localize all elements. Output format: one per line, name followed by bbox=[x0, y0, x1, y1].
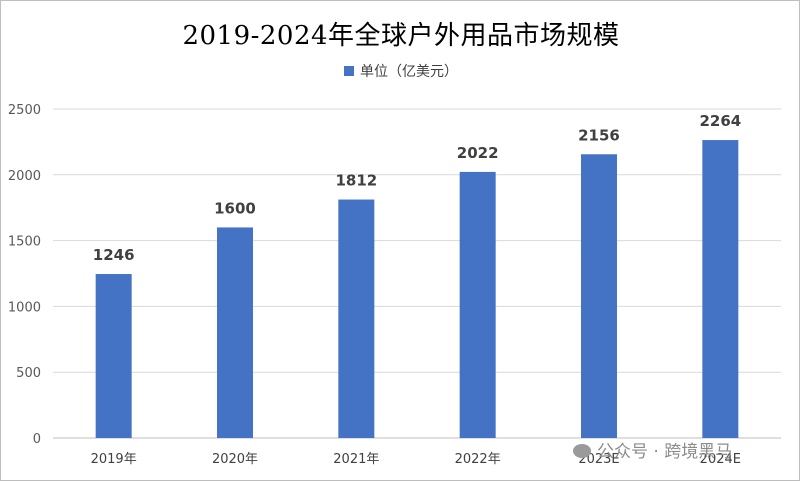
legend: 单位（亿美元） bbox=[1, 61, 800, 81]
x-tick-label: 2019年 bbox=[91, 452, 137, 467]
y-tick-label: 500 bbox=[16, 366, 41, 381]
data-label: 2156 bbox=[578, 126, 620, 144]
x-tick-label: 2021年 bbox=[333, 452, 379, 467]
chart-title: 2019-2024年全球户外用品市场规模 bbox=[182, 21, 620, 51]
x-tick-label: 2022年 bbox=[455, 452, 501, 467]
data-labels: 1246 1600 1812 2022 2156 2264 bbox=[93, 112, 741, 264]
y-tick-label: 1000 bbox=[8, 300, 41, 315]
y-tick-label: 2500 bbox=[8, 103, 41, 118]
bar bbox=[95, 274, 132, 438]
data-label: 2022 bbox=[457, 144, 499, 162]
x-tick-label: 2023E bbox=[578, 452, 619, 467]
y-tick-label: 1500 bbox=[8, 235, 41, 250]
bar bbox=[581, 154, 617, 439]
bar bbox=[459, 171, 496, 439]
grid-lines bbox=[53, 108, 781, 439]
data-label: 1812 bbox=[335, 172, 377, 190]
watermark: 公众号 · 跨境黑马 bbox=[573, 437, 732, 462]
y-tick-label: 0 bbox=[33, 432, 41, 447]
x-axis-tick-labels: 2019年 2020年 2021年 2022年 2023E 2024E bbox=[91, 452, 741, 467]
y-tick-label: 2000 bbox=[8, 169, 41, 184]
bars bbox=[95, 140, 739, 439]
bar bbox=[338, 199, 375, 438]
legend-swatch bbox=[344, 66, 354, 76]
y-axis-tick-labels: 0 500 1000 1500 2000 2500 bbox=[8, 103, 41, 447]
legend-label: 单位（亿美元） bbox=[360, 64, 458, 80]
bar bbox=[702, 140, 739, 438]
watermark-text: 公众号 · 跨境黑马 bbox=[597, 442, 733, 462]
data-label: 1600 bbox=[214, 199, 256, 217]
data-label: 1246 bbox=[93, 246, 135, 264]
x-tick-label: 2024E bbox=[700, 452, 741, 467]
bar bbox=[217, 227, 253, 438]
x-tick-label: 2020年 bbox=[212, 452, 258, 467]
data-label: 2264 bbox=[699, 112, 741, 130]
wechat-icon bbox=[573, 444, 591, 458]
